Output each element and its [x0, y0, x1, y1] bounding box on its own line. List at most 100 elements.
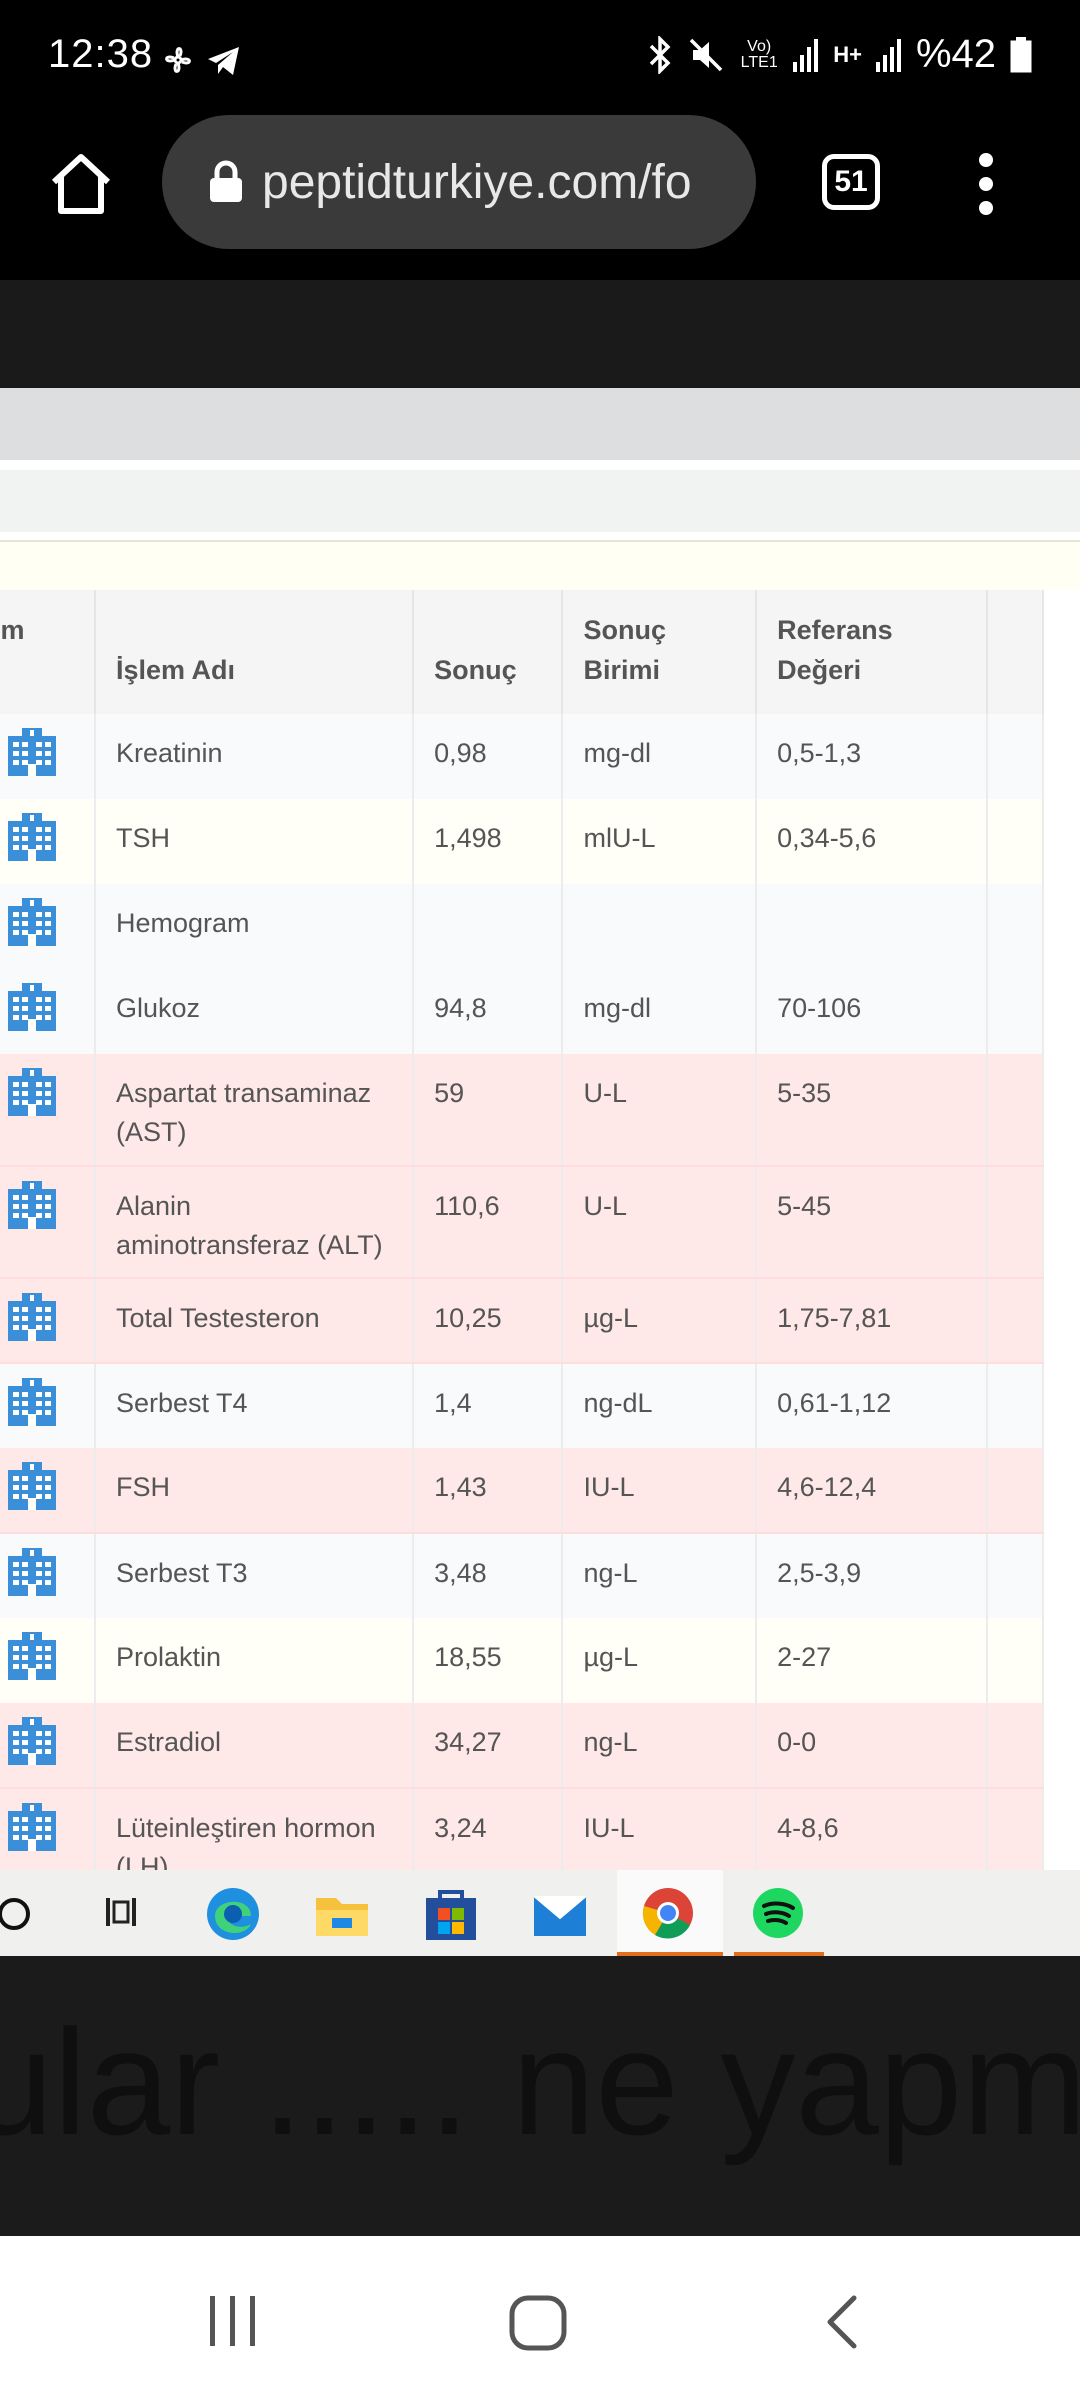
home-button-icon[interactable]	[508, 2294, 568, 2352]
cell-ref	[756, 884, 988, 969]
cell-result: 34,27	[413, 1703, 564, 1789]
video-overlay-area: ular ..... ne yapm	[0, 1956, 1080, 2236]
hospital-building-icon[interactable]	[4, 813, 60, 865]
cell-result: 94,8	[413, 969, 564, 1054]
cell-extra	[986, 1278, 1045, 1364]
back-icon[interactable]	[824, 2294, 860, 2350]
cell-unit: ng-L	[562, 1703, 758, 1789]
hospital-icon-cell	[0, 799, 96, 884]
cell-unit: U-L	[562, 1054, 758, 1167]
chrome-taskbar-slot[interactable]	[617, 1870, 723, 1956]
cell-name: Total Testesteron	[94, 1278, 415, 1364]
status-time: 12:38	[48, 32, 154, 76]
hospital-building-icon[interactable]	[4, 1462, 60, 1514]
cell-result	[413, 884, 564, 969]
table-row: Total Testesteron 10,25 µg-L 1,75-7,81	[0, 1278, 1045, 1364]
hospital-building-icon[interactable]	[4, 1632, 60, 1684]
cell-unit: ng-L	[562, 1533, 758, 1618]
table-row: Serbest T4 1,4 ng-dL 0,61-1,12	[0, 1363, 1045, 1448]
cell-ref: 2,5-3,9	[756, 1533, 988, 1618]
cell-result: 1,4	[413, 1363, 564, 1448]
task-view-icon[interactable]	[102, 1892, 138, 1932]
edge-icon[interactable]	[205, 1886, 261, 1942]
hospital-building-icon[interactable]	[4, 1181, 60, 1233]
cell-unit: µg-L	[562, 1278, 758, 1364]
hospital-building-icon[interactable]	[4, 1378, 60, 1430]
cell-result: 0,98	[413, 714, 564, 799]
tab-switcher-button[interactable]: 51	[822, 154, 880, 210]
cell-name: Glukoz	[94, 969, 415, 1054]
column-header-name: İşlem Adı	[94, 590, 415, 714]
cell-unit: ng-dL	[562, 1363, 758, 1448]
overlay-caption: ular ..... ne yapm	[0, 1998, 1080, 2166]
cell-result: 1,498	[413, 799, 564, 884]
cell-name: Serbest T3	[94, 1533, 415, 1618]
cell-unit: mg-dl	[562, 714, 758, 799]
cell-extra	[986, 1363, 1045, 1448]
cell-result: 3,48	[413, 1533, 564, 1618]
cell-unit	[562, 884, 758, 969]
hospital-icon-cell	[0, 884, 96, 969]
android-nav-bar	[0, 2236, 1080, 2400]
cell-unit: mg-dl	[562, 969, 758, 1054]
url-text: peptidturkiye.com/fo	[262, 155, 692, 209]
hospital-icon-cell	[0, 1448, 96, 1534]
data-type-label: H+	[833, 41, 862, 67]
cell-ref: 70-106	[756, 969, 988, 1054]
windows-taskbar	[0, 1870, 1080, 1956]
spotify-taskbar-slot[interactable]	[734, 1870, 824, 1956]
cell-result: 110,6	[413, 1166, 564, 1279]
hospital-building-icon[interactable]	[4, 1293, 60, 1345]
page-header	[0, 280, 1080, 388]
hospital-building-icon[interactable]	[4, 728, 60, 780]
spotify-icon	[753, 1888, 803, 1938]
hospital-building-icon[interactable]	[4, 1068, 60, 1120]
cell-unit: IU-L	[562, 1788, 758, 1870]
file-explorer-icon[interactable]	[314, 1890, 370, 1940]
cell-result: 3,24	[413, 1788, 564, 1870]
home-icon[interactable]	[48, 152, 114, 216]
cell-name: Alanin aminotransferaz (ALT)	[94, 1166, 415, 1279]
bluetooth-icon	[649, 35, 671, 74]
cell-result: 59	[413, 1054, 564, 1167]
table-header-row: um İşlem Adı Sonuç Sonuç Birimi Referans…	[0, 590, 1045, 714]
hospital-building-icon[interactable]	[4, 898, 60, 950]
cell-unit: IU-L	[562, 1448, 758, 1534]
cell-ref: 0,5-1,3	[756, 714, 988, 799]
cortana-icon[interactable]	[0, 1894, 34, 1934]
cell-ref: 0,34-5,6	[756, 799, 988, 884]
table-row: Estradiol 34,27 ng-L 0-0	[0, 1703, 1045, 1789]
cell-name: Serbest T4	[94, 1363, 415, 1448]
table-row: Lüteinleştiren hormon (LH) 3,24 IU-L 4-8,6	[0, 1788, 1045, 1870]
hospital-building-icon[interactable]	[4, 1803, 60, 1855]
column-header-extra	[986, 590, 1045, 714]
menu-icon[interactable]	[976, 152, 996, 216]
cell-name: Prolaktin	[94, 1618, 415, 1703]
table-row: Glukoz 94,8 mg-dl 70-106	[0, 969, 1045, 1054]
recent-apps-icon[interactable]	[206, 2296, 260, 2346]
lock-icon	[210, 160, 242, 202]
battery-icon	[1010, 36, 1032, 72]
hospital-building-icon[interactable]	[4, 983, 60, 1035]
signal-icon-2	[875, 38, 901, 72]
table-row: Prolaktin 18,55 µg-L 2-27	[0, 1618, 1045, 1703]
mail-icon[interactable]	[532, 1890, 588, 1938]
column-header-unit: Sonuç Birimi	[562, 590, 758, 714]
cell-extra	[986, 1166, 1045, 1279]
pinwheel-icon	[165, 47, 191, 73]
store-icon[interactable]	[424, 1888, 478, 1942]
hospital-icon-cell	[0, 1703, 96, 1789]
cell-extra	[986, 799, 1045, 884]
cell-extra	[986, 714, 1045, 799]
address-bar[interactable]: peptidturkiye.com/fo	[162, 115, 756, 249]
cell-ref: 5-45	[756, 1166, 988, 1279]
column-header-reference: Referans Değeri	[756, 590, 988, 714]
table-row: FSH 1,43 IU-L 4,6-12,4	[0, 1448, 1045, 1534]
table-row: Alanin aminotransferaz (ALT) 110,6 U-L 5-45	[0, 1166, 1045, 1279]
page-band	[0, 388, 1080, 460]
column-header-result: Sonuç	[413, 590, 564, 714]
hospital-building-icon[interactable]	[4, 1548, 60, 1600]
cell-name: Aspartat transaminaz (AST)	[94, 1054, 415, 1167]
hospital-building-icon[interactable]	[4, 1717, 60, 1769]
cell-name: TSH	[94, 799, 415, 884]
